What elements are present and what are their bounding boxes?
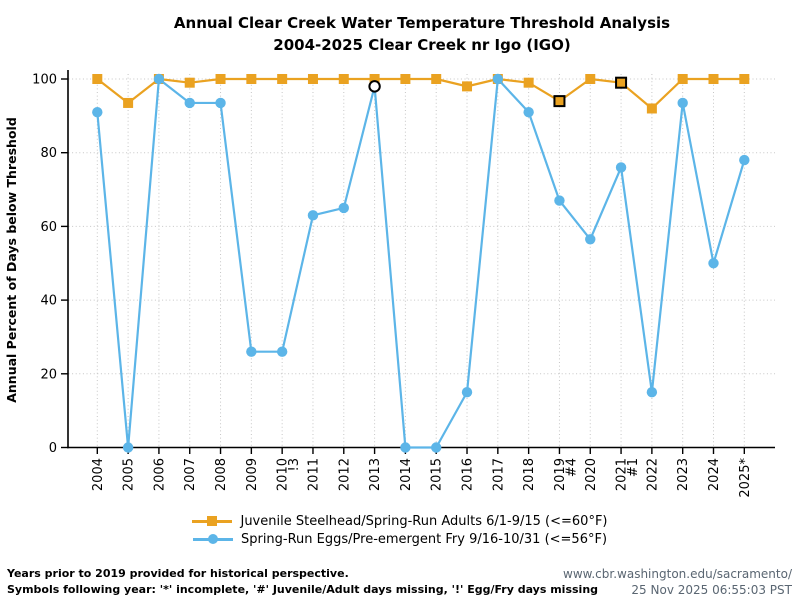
x-tick-label: 2024 <box>707 458 722 491</box>
data-point-marker <box>369 74 380 84</box>
y-tick-label: 40 <box>40 294 57 309</box>
data-point-marker <box>92 74 103 84</box>
data-point-marker <box>307 74 318 84</box>
x-tick-label: 2017 <box>491 458 506 491</box>
x-tick-label: 2007 <box>183 458 198 491</box>
legend-item: Juvenile Steelhead/Spring-Run Adults 6/1… <box>192 513 608 530</box>
timestamp: 25 Nov 2025 06:55:03 PST <box>631 583 792 597</box>
x-tick-note: #4 <box>564 458 579 477</box>
legend-label: Spring-Run Eggs/Pre-emergent Fry 9/16-10… <box>240 532 608 547</box>
legend-item: Spring-Run Eggs/Pre-emergent Fry 9/16-10… <box>192 531 608 548</box>
data-point-marker <box>184 77 195 88</box>
plot-area: 0 20 40 60 80 100 2004 2005 2006 2007 2008 2009 2010… <box>32 70 775 498</box>
data-point-marker <box>431 442 442 453</box>
data-point-marker <box>585 74 596 84</box>
circle-icon <box>207 534 218 544</box>
data-point-marker <box>431 74 442 84</box>
x-tick-label: 2006 <box>152 458 167 491</box>
x-tick-label: 2012 <box>337 458 352 491</box>
data-point-marker <box>739 74 750 84</box>
x-tick-label: 2016 <box>461 458 476 491</box>
x-tick-label: 2020 <box>584 458 599 491</box>
data-point-marker <box>400 442 411 453</box>
data-point-marker <box>677 74 688 84</box>
square-icon <box>207 516 218 526</box>
x-tick-label: 2010 <box>276 458 291 491</box>
data-point-marker <box>523 77 534 88</box>
source-url: www.cbr.washington.edu/sacramento/ <box>563 567 792 581</box>
data-point-marker <box>338 202 349 214</box>
x-tick-label: 2013 <box>368 458 383 491</box>
legend: Juvenile Steelhead/Spring-Run Adults 6/1… <box>0 513 800 548</box>
x-tick-label: 2018 <box>522 458 537 491</box>
data-point-marker <box>461 387 473 398</box>
data-point-marker <box>277 74 288 84</box>
data-point-marker <box>122 442 134 453</box>
data-point-marker <box>523 106 534 118</box>
x-tick-label: 2004 <box>91 458 106 491</box>
legend-square-marker <box>192 516 233 526</box>
y-tick-label: 100 <box>32 73 57 88</box>
legend-circle-marker <box>192 534 233 544</box>
x-tick-label: 2023 <box>676 458 691 491</box>
y-tick-label: 20 <box>40 367 57 382</box>
footer-note-historical: Years prior to 2019 provided for histori… <box>7 567 349 580</box>
data-point-marker <box>276 346 288 357</box>
data-point-marker <box>677 97 688 109</box>
x-tick-label: 2011 <box>306 458 321 491</box>
data-point-marker <box>246 346 257 357</box>
data-point-marker <box>307 210 319 221</box>
x-tick-note: !3 <box>287 458 302 471</box>
x-tick-label: 2025* <box>738 458 753 498</box>
data-point-marker <box>123 97 134 108</box>
data-point-marker <box>553 95 566 108</box>
data-point-marker <box>554 195 565 206</box>
x-tick-note: #1 <box>626 458 641 477</box>
footer-notes: Years prior to 2019 provided for histori… <box>7 566 598 598</box>
x-tick-label: 2009 <box>245 458 260 491</box>
title-line-2: 2004-2025 Clear Creek nr Igo (IGO) <box>273 36 571 54</box>
data-point-marker <box>615 162 627 173</box>
series-line-1 <box>96 77 746 449</box>
x-tick-label: 2005 <box>122 458 137 491</box>
page-title: Annual Clear Creek Water Temperature Thr… <box>42 12 800 56</box>
data-point-marker <box>215 97 226 109</box>
data-point-marker <box>92 106 103 118</box>
data-point-marker <box>646 387 658 398</box>
data-point-marker <box>739 154 750 166</box>
x-tick-label: 2019 <box>553 458 568 491</box>
footer-note-symbols: Symbols following year: '*' incomplete, … <box>7 583 599 596</box>
x-tick-label: 2022 <box>645 458 660 491</box>
data-point-marker <box>338 74 349 84</box>
data-point-marker <box>615 76 628 89</box>
x-tick-label: 2008 <box>214 458 229 491</box>
y-tick-label: 0 <box>49 441 57 456</box>
data-point-marker <box>153 73 165 85</box>
data-point-marker <box>215 74 226 84</box>
y-tick-label: 80 <box>40 146 57 161</box>
data-point-marker <box>646 103 657 114</box>
footer-source: www.cbr.washington.edu/sacramento/ 25 No… <box>563 566 792 598</box>
y-tick-label: 60 <box>40 220 57 235</box>
x-tick-label: 2014 <box>399 458 414 491</box>
title-line-1: Annual Clear Creek Water Temperature Thr… <box>173 14 671 32</box>
data-point-marker <box>585 234 596 245</box>
legend-label: Juvenile Steelhead/Spring-Run Adults 6/1… <box>240 514 608 529</box>
data-point-marker <box>462 81 473 92</box>
data-point-marker <box>708 258 719 269</box>
data-point-marker <box>246 74 257 84</box>
y-axis-label: Annual Percent of Days below Threshold <box>4 117 19 403</box>
data-point-marker <box>492 73 504 85</box>
data-point-marker <box>184 97 195 109</box>
series-line-0 <box>96 77 746 110</box>
data-point-marker <box>708 74 719 84</box>
x-tick-label: 2015 <box>430 458 445 491</box>
data-point-marker <box>400 74 411 84</box>
x-tick-label: 2021 <box>615 458 630 491</box>
data-point-marker <box>368 80 381 93</box>
